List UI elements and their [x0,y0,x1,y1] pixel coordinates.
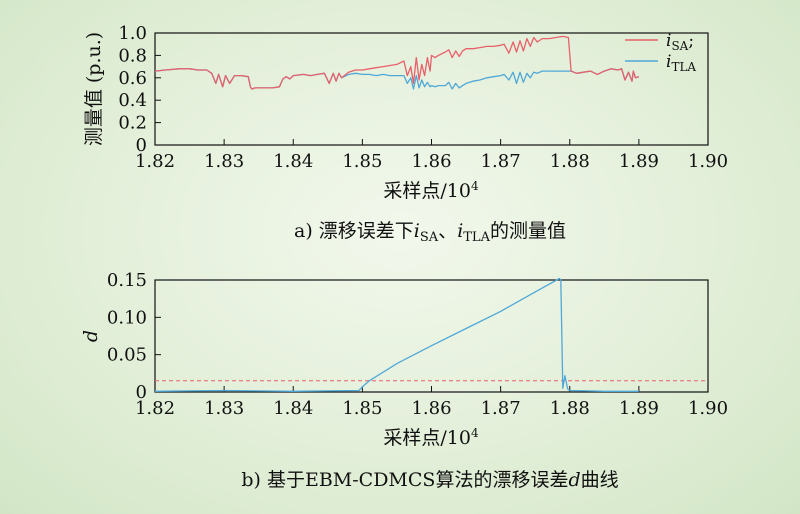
panel-a-x-tick-label: 1.89 [619,151,659,172]
panel-a-plot-frame [154,32,709,146]
panel-a-x-tick-label: 1.87 [481,151,521,172]
panel-b-x-axis-label: 采样点/104 [383,426,479,449]
panel-a-y-tick-label: 0 [136,135,147,156]
panel-a-x-tick-label: 1.88 [550,151,590,172]
panel-a-x-axis-label-exponent: 4 [471,179,479,193]
panel-a-x-tick-label: 1.82 [135,151,175,172]
panel-b-x-tick-label: 1.85 [342,398,382,419]
panel-b-x-tick-label: 1.90 [688,398,728,419]
panel-b-x-tick-label: 1.82 [135,398,175,419]
panel-a-caption: a) 漂移误差下iSA、iTLA的测量值 [294,220,566,245]
panel-b-y-tick-label: 0 [136,382,147,403]
legend-label-itla: iTLA [666,52,696,74]
panel-a-x-tick-label: 1.84 [273,151,313,172]
panel-b-y-tick-label: 0.05 [107,345,147,366]
panel-a-y-tick-label: 1.0 [118,23,147,44]
panel-a-x-tick-label: 1.86 [411,151,451,172]
panel-b-x-axis-label-base: 采样点/10 [383,427,471,449]
panel-b-x-tick-label: 1.89 [619,398,659,419]
panel-b-caption: b) 基于EBM-CDMCS算法的漂移误差d曲线 [241,469,618,491]
panel-a-y-tick-label: 0.4 [118,90,147,111]
panel-b-y-tick-label: 0.15 [107,270,147,291]
panel-b-x-tick-label: 1.86 [411,398,451,419]
panel-a-series-line-0 [154,35,640,90]
panel-b-y-tick-label: 0.10 [107,307,147,328]
panel-a-x-tick-label: 1.83 [204,151,244,172]
panel-a-y-tick-label: 0.8 [118,45,147,66]
panel-b-series-line-0 [154,277,639,392]
panel-b-x-tick-label: 1.83 [204,398,244,419]
panel-b-x-axis-label-exponent: 4 [471,426,479,440]
panel-a-y-tick-label: 0.2 [118,113,147,134]
panel-a-x-tick-label: 1.85 [342,151,382,172]
panel-a-chart: 00.20.40.60.81.0 1.82 1.83 1.84 1.85 1.86 1.8… [83,23,728,245]
panel-b-y-axis-label: d [80,330,102,342]
panel-b-plot-frame [154,279,709,393]
panel-a-x-axis-label-base: 采样点/10 [383,180,471,202]
panel-a-legend: iSA; iTLA [625,31,696,74]
panel-b-x-tick-label: 1.84 [273,398,313,419]
panel-b-chart: 0 0.05 0.10 0.15 1.82 1.83 1.84 1.85 1.86 1.87 1.… [80,270,728,491]
panel-a-y-tick-label: 0.6 [118,68,147,89]
panel-a-y-axis-label: 测量值 (p.u.) [83,32,105,146]
panel-a-x-tick-label: 1.90 [688,151,728,172]
panel-b-x-tick-label: 1.87 [481,398,521,419]
panel-a-x-axis-label: 采样点/104 [383,179,479,202]
legend-label-isa: iSA; [666,31,694,53]
panel-b-x-tick-label: 1.88 [550,398,590,419]
